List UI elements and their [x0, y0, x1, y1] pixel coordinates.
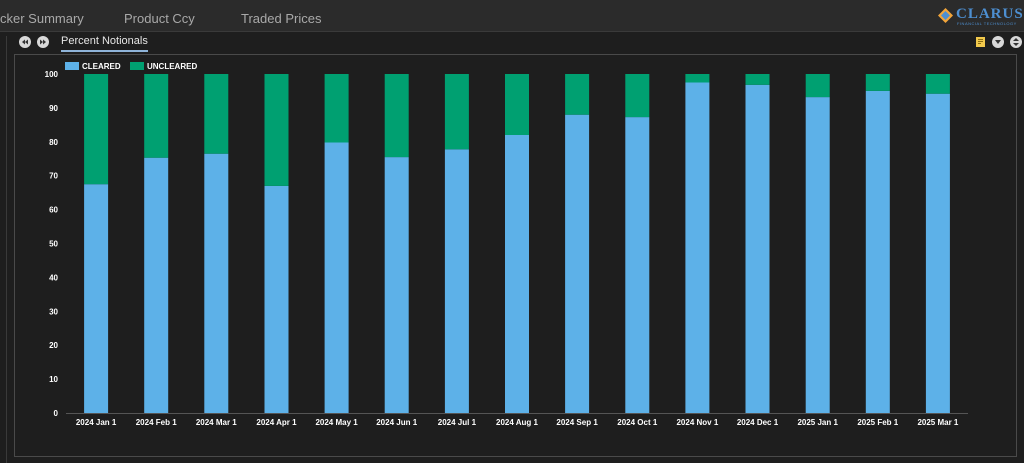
bar-uncleared[interactable]: [264, 74, 289, 186]
tab-traded-prices[interactable]: Traded Prices: [241, 11, 322, 26]
x-tick-label: 2025 Jan 1: [797, 418, 838, 427]
forward-icon: [40, 39, 46, 45]
x-tick-label: 2024 Oct 1: [617, 418, 658, 427]
bar-cleared[interactable]: [745, 84, 770, 414]
y-tick-label: 20: [49, 341, 58, 350]
x-tick-label: 2024 Jan 1: [76, 418, 117, 427]
x-tick-label: 2024 Sep 1: [556, 418, 598, 427]
expand-icon[interactable]: [1010, 36, 1022, 48]
clarus-logo: CLARUS FINANCIAL TECHNOLOGY: [938, 6, 1023, 26]
y-tick-label: 30: [49, 307, 58, 316]
y-tick-label: 90: [49, 104, 58, 113]
legend-swatch-cleared: [65, 62, 79, 70]
rewind-button[interactable]: [19, 36, 31, 48]
bar-cleared[interactable]: [384, 157, 409, 413]
x-tick-label: 2024 Jul 1: [438, 418, 477, 427]
bar-uncleared[interactable]: [324, 74, 349, 143]
x-tick-label: 2024 Mar 1: [196, 418, 237, 427]
bar-uncleared[interactable]: [444, 74, 469, 150]
y-tick-label: 0: [54, 409, 59, 418]
legend-label-uncleared: UNCLEARED: [147, 62, 197, 71]
top-tab-bar: cker Summary Product Ccy Traded Prices C…: [0, 0, 1024, 32]
bar-cleared[interactable]: [625, 117, 650, 413]
y-tick-label: 40: [49, 273, 58, 282]
y-tick-label: 70: [49, 172, 58, 181]
bar-cleared[interactable]: [685, 82, 710, 414]
bar-uncleared[interactable]: [204, 74, 229, 154]
bar-cleared[interactable]: [865, 90, 890, 414]
logo-text: CLARUS: [956, 6, 1024, 22]
y-tick-label: 10: [49, 375, 58, 384]
bar-cleared[interactable]: [84, 184, 109, 413]
y-tick-label: 60: [49, 206, 58, 215]
tab-percent-notionals[interactable]: Percent Notionals: [61, 35, 148, 52]
bar-uncleared[interactable]: [384, 74, 409, 158]
bar-cleared[interactable]: [925, 93, 950, 413]
bar-cleared[interactable]: [805, 97, 830, 413]
x-tick-label: 2024 Jun 1: [376, 418, 417, 427]
rewind-icon: [22, 39, 28, 45]
x-tick-label: 2024 Nov 1: [676, 418, 718, 427]
x-tick-label: 2025 Mar 1: [917, 418, 958, 427]
y-tick-label: 50: [49, 240, 58, 249]
bar-uncleared[interactable]: [625, 74, 650, 118]
y-axis: 0 10 20 30 40 50 60 70 80 90 100: [45, 70, 59, 418]
bar-cleared[interactable]: [264, 185, 289, 413]
bar-uncleared[interactable]: [505, 74, 529, 135]
y-tick-label: 100: [45, 70, 59, 79]
bar-cleared[interactable]: [204, 153, 229, 413]
chart-panel: [14, 54, 1017, 457]
x-tick-label: 2024 Aug 1: [496, 418, 538, 427]
bar-uncleared[interactable]: [144, 74, 169, 158]
note-icon[interactable]: [975, 36, 987, 48]
bar-uncleared[interactable]: [565, 74, 590, 115]
x-tick-label: 2025 Feb 1: [857, 418, 898, 427]
bar-cleared[interactable]: [565, 114, 590, 413]
legend-swatch-uncleared: [130, 62, 144, 70]
legend: CLEARED UNCLEARED: [65, 62, 197, 71]
left-strip: [0, 36, 7, 463]
bar-uncleared[interactable]: [865, 74, 890, 91]
clarus-logo-icon: [938, 8, 953, 23]
bar-uncleared[interactable]: [84, 74, 109, 185]
bar-cleared[interactable]: [324, 142, 349, 414]
bar-cleared[interactable]: [444, 149, 469, 414]
bar-uncleared[interactable]: [805, 74, 830, 98]
collapse-icon[interactable]: [992, 36, 1004, 48]
bars: [84, 74, 950, 414]
tab-ticker-summary[interactable]: cker Summary: [0, 11, 84, 26]
x-tick-label: 2024 Dec 1: [737, 418, 779, 427]
forward-button[interactable]: [37, 36, 49, 48]
x-tick-label: 2024 May 1: [315, 418, 358, 427]
legend-label-cleared: CLEARED: [82, 62, 121, 71]
bar-cleared[interactable]: [505, 135, 529, 413]
y-tick-label: 80: [49, 138, 58, 147]
bar-cleared[interactable]: [144, 157, 169, 413]
x-tick-label: 2024 Apr 1: [256, 418, 297, 427]
x-tick-label: 2024 Feb 1: [136, 418, 177, 427]
bar-uncleared[interactable]: [925, 74, 950, 94]
tab-product-ccy[interactable]: Product Ccy: [124, 11, 195, 26]
bar-uncleared[interactable]: [685, 74, 710, 83]
x-axis: 2024 Jan 1 2024 Feb 1 2024 Mar 1 2024 Apr 1…: [66, 413, 968, 427]
bar-uncleared[interactable]: [745, 74, 770, 85]
logo-subtext: FINANCIAL TECHNOLOGY: [957, 21, 1017, 26]
